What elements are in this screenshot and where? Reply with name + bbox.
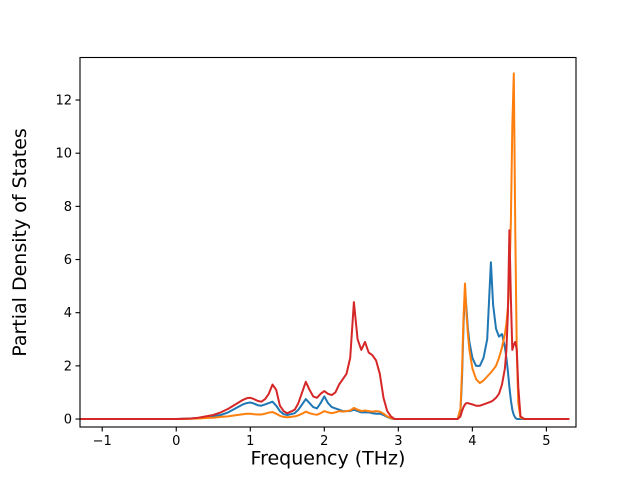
series-line-red [80, 229, 570, 420]
x-tick-label: 0 [172, 434, 180, 449]
y-tick-label: 8 [64, 200, 72, 215]
y-tick-label: 2 [64, 359, 72, 374]
series-line-blue [80, 261, 570, 420]
y-axis-label: Partial Density of States [9, 128, 31, 357]
x-tick-label: 3 [394, 434, 402, 449]
x-tick-label: 4 [468, 434, 476, 449]
y-tick-label: 12 [55, 94, 72, 109]
x-tick-label: −1 [93, 434, 112, 449]
y-tick-label: 6 [64, 253, 72, 268]
x-tick-label: 1 [246, 434, 254, 449]
plot-frame [79, 56, 577, 428]
y-tick-label: 4 [64, 306, 72, 321]
y-tick-label: 10 [55, 147, 72, 162]
series-line-orange [80, 72, 570, 420]
x-axis-label: Frequency (THz) [251, 448, 406, 470]
y-tick-label: 0 [64, 413, 72, 428]
x-tick-label: 2 [320, 434, 328, 449]
x-tick-label: 5 [542, 434, 550, 449]
